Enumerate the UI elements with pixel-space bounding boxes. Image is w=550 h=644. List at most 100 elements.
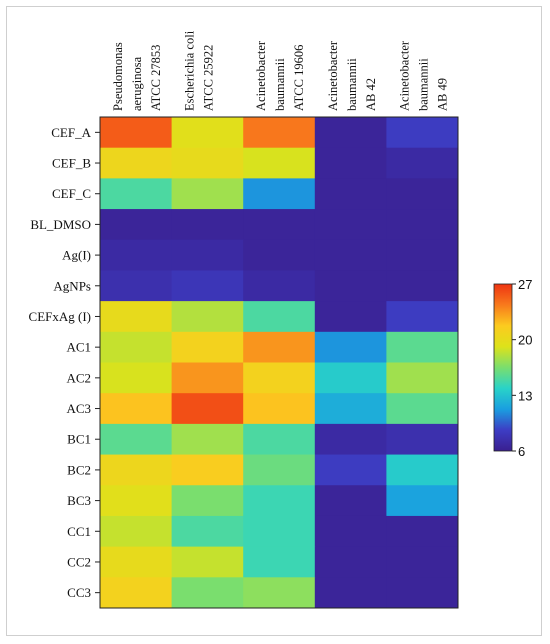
heat-cell-CEF_A-col4 xyxy=(314,117,387,149)
heat-cell-BC3-col1 xyxy=(100,485,173,517)
heat-cell-CC1-col4 xyxy=(314,515,387,548)
heat-cell-AC1-col4 xyxy=(314,331,387,363)
heat-cell-CC3-col2 xyxy=(171,577,244,609)
heat-cell-CC1-col5 xyxy=(386,515,459,548)
column-label: Acinetobacter xyxy=(254,40,268,111)
heat-cell-AC3-col1 xyxy=(100,393,173,425)
heat-cell-AC1-col3 xyxy=(243,331,316,363)
row-label: CEF_C xyxy=(52,186,91,201)
heat-cell-CC3-col3 xyxy=(243,577,316,609)
heat-cell-Ag(I)-col4 xyxy=(314,239,387,271)
heat-cell-AgNPs-col3 xyxy=(243,270,316,302)
heat-cell-CEFxAg (I)-col5 xyxy=(386,301,459,333)
heat-cell-BL_DMSO-col2 xyxy=(171,209,244,241)
heat-cell-BC3-col3 xyxy=(243,485,316,517)
heat-cell-CEF_B-col4 xyxy=(314,147,387,179)
row-label: AC1 xyxy=(66,340,91,355)
heat-cell-AgNPs-col1 xyxy=(100,270,173,302)
row-label: CEF_B xyxy=(52,156,91,171)
heat-cell-BC2-col4 xyxy=(314,454,387,486)
heat-cell-AC3-col4 xyxy=(314,393,387,425)
column-label: baumannii xyxy=(345,58,359,111)
heat-cell-AC3-col5 xyxy=(386,393,459,425)
heat-cell-BC1-col2 xyxy=(171,423,244,456)
heat-cell-CEF_B-col5 xyxy=(386,147,459,179)
heat-cell-BC2-col3 xyxy=(243,454,316,486)
heat-cell-BC3-col4 xyxy=(314,485,387,517)
heat-cell-CEF_C-col2 xyxy=(171,178,244,210)
heat-cell-CEF_A-col1 xyxy=(100,117,173,149)
heat-cell-CEFxAg (I)-col2 xyxy=(171,301,244,333)
heat-cell-AgNPs-col2 xyxy=(171,270,244,302)
heat-cell-CEF_B-col2 xyxy=(171,147,244,179)
heat-cell-BC1-col4 xyxy=(314,423,387,456)
heat-cell-BC1-col1 xyxy=(100,423,173,456)
heat-cell-CEF_B-col1 xyxy=(100,147,173,179)
heat-cell-CEF_C-col3 xyxy=(243,178,316,210)
heat-cell-CC3-col4 xyxy=(314,577,387,609)
heat-cell-CC1-col2 xyxy=(171,515,244,548)
column-label: Acinetobacter xyxy=(326,40,340,111)
column-label: AB 49 xyxy=(435,78,449,111)
heat-cell-AC3-col3 xyxy=(243,393,316,425)
heat-cell-CC2-col4 xyxy=(314,546,387,578)
heat-cell-AC1-col2 xyxy=(171,331,244,363)
row-label: BC1 xyxy=(67,432,91,447)
heat-cell-Ag(I)-col5 xyxy=(386,239,459,271)
heat-cell-BL_DMSO-col4 xyxy=(314,209,387,241)
heat-cell-CEF_A-col5 xyxy=(386,117,459,149)
heat-cell-BC2-col5 xyxy=(386,454,459,486)
heat-cell-CEFxAg (I)-col3 xyxy=(243,301,316,333)
heat-cell-AC2-col2 xyxy=(171,362,244,394)
colorbar-tick-label: 6 xyxy=(518,444,525,459)
heat-cell-BC2-col2 xyxy=(171,454,244,486)
heat-cell-CC2-col1 xyxy=(100,546,173,578)
heat-cell-BL_DMSO-col5 xyxy=(386,209,459,241)
column-label: ATCC 25922 xyxy=(202,45,216,111)
heat-cell-BL_DMSO-col3 xyxy=(243,209,316,241)
row-label: CC3 xyxy=(67,585,91,600)
heat-cell-BC3-col2 xyxy=(171,485,244,517)
heat-cell-CC3-col1 xyxy=(100,577,173,609)
colorbar xyxy=(493,283,513,452)
heat-cell-CC2-col2 xyxy=(171,546,244,578)
row-label: AC2 xyxy=(66,370,91,385)
heat-cell-CEF_C-col4 xyxy=(314,178,387,210)
column-label: Pseudomonas xyxy=(111,42,125,111)
heat-cell-CEF_A-col2 xyxy=(171,117,244,149)
heat-cell-BC1-col3 xyxy=(243,423,316,456)
heat-cell-BC1-col5 xyxy=(386,423,459,456)
column-label: ATCC 27853 xyxy=(149,45,163,111)
row-label: CC1 xyxy=(67,524,91,539)
heat-cell-CEF_A-col3 xyxy=(243,117,316,149)
row-label: AgNPs xyxy=(53,278,91,293)
row-label: BC3 xyxy=(67,493,91,508)
heat-cell-CEF_C-col1 xyxy=(100,178,173,210)
heat-cell-CC2-col3 xyxy=(243,546,316,578)
heat-cell-AC2-col3 xyxy=(243,362,316,394)
heat-cell-AgNPs-col5 xyxy=(386,270,459,302)
colorbar-tick-label: 27 xyxy=(518,277,532,292)
column-label: baumannii xyxy=(416,58,430,111)
heat-cell-CEF_B-col3 xyxy=(243,147,316,179)
row-label: CEF_A xyxy=(51,125,91,140)
row-label: Ag(I) xyxy=(62,248,91,263)
heat-cell-CC3-col5 xyxy=(386,577,459,609)
heat-cell-CEFxAg (I)-col4 xyxy=(314,301,387,333)
heat-cell-CC2-col5 xyxy=(386,546,459,578)
heat-cell-CEF_C-col5 xyxy=(386,178,459,210)
column-label: AB 42 xyxy=(364,78,378,111)
figure-frame xyxy=(6,6,542,636)
heat-cell-AC3-col2 xyxy=(171,393,244,425)
row-label: BL_DMSO xyxy=(30,217,91,232)
heat-cell-BC3-col5 xyxy=(386,485,459,517)
heat-cell-CC1-col1 xyxy=(100,515,173,548)
column-label: Acinetobacter xyxy=(397,40,411,111)
heat-cell-AC2-col4 xyxy=(314,362,387,394)
heat-cell-AC2-col1 xyxy=(100,362,173,394)
heat-cell-BC2-col1 xyxy=(100,454,173,486)
heatmap-border xyxy=(99,116,459,609)
column-label: ATCC 19606 xyxy=(292,45,306,111)
heat-cell-AC1-col1 xyxy=(100,331,173,363)
